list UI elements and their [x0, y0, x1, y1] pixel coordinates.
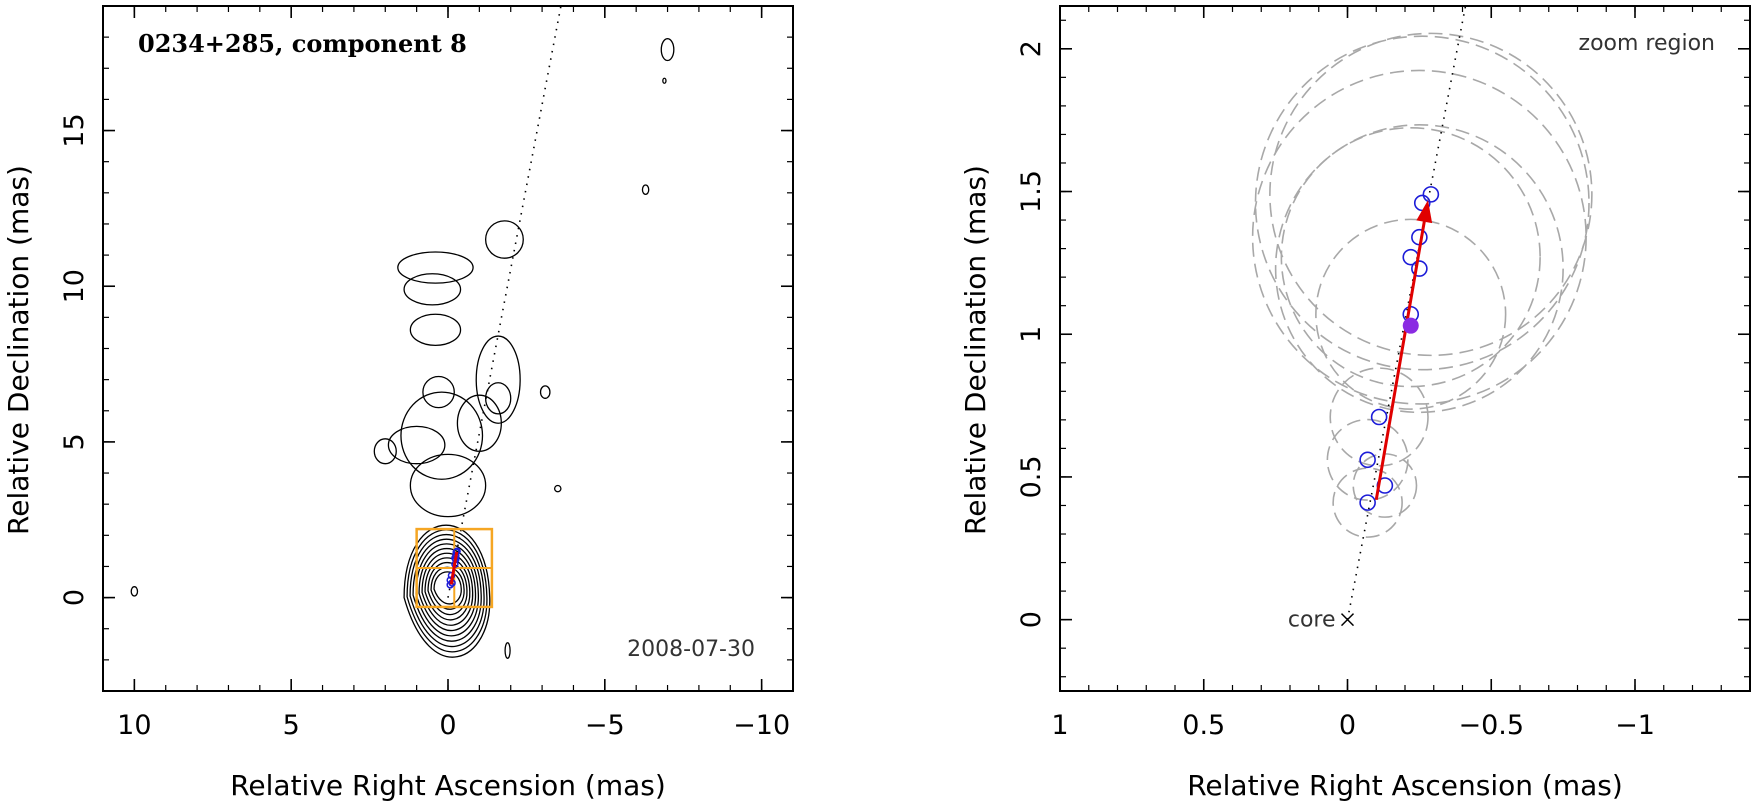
fitted-size-circle	[1274, 124, 1564, 414]
right-plot-frame	[1059, 5, 1751, 692]
right-tick-labels: 1 0.5 0 −0.5 −1 0 0.5 1 1.5 2	[1016, 40, 1655, 741]
left-y-axis-title: Relative Declination (mas)	[2, 165, 35, 535]
left-velocity-vector	[449, 551, 459, 585]
component-position-marker	[1422, 186, 1440, 203]
right-jet-axis-line	[1346, 6, 1467, 620]
contour-blob	[387, 425, 446, 465]
x-tick-label: 10	[117, 710, 151, 741]
contour-level	[418, 547, 477, 632]
contour-blob	[130, 586, 139, 597]
contour-blob	[641, 184, 650, 196]
x-tick-label: 0.5	[1182, 710, 1225, 741]
core-label: core	[1288, 608, 1336, 633]
contour-blob	[660, 38, 675, 62]
fitted-size-circle	[1251, 69, 1587, 405]
left-plot-frame	[102, 5, 794, 692]
contour-blob	[553, 484, 562, 493]
contour-level	[433, 571, 462, 605]
contour-level	[415, 543, 479, 637]
contour-blob	[409, 453, 487, 518]
fitted-size-circle	[1315, 218, 1507, 410]
contour-level	[409, 533, 485, 648]
intensity-contours	[130, 38, 675, 659]
fitted-size-circle	[1254, 35, 1590, 371]
contour-blob	[403, 273, 462, 306]
y-tick-label: 15	[59, 113, 90, 147]
x-tick-label: −0.5	[1458, 710, 1524, 741]
y-tick-label: 2	[1016, 40, 1047, 57]
right-panel: 1 0.5 0 −0.5 −1 0 0.5 1 1.5 2 zoom region core Re…	[959, 5, 1751, 802]
y-tick-label: 1	[1016, 326, 1047, 343]
contour-level	[406, 529, 488, 653]
core-cross-stroke	[1340, 613, 1355, 627]
x-tick-label: 0	[1339, 710, 1356, 741]
zoom-region-label: zoom region	[1579, 31, 1715, 56]
x-tick-label: 1	[1051, 710, 1068, 741]
panel-title: 0234+285, component 8	[138, 29, 467, 58]
x-tick-label: 0	[439, 710, 456, 741]
contour-level	[403, 524, 491, 658]
fitted-size-circle	[1280, 126, 1541, 388]
contour-blob	[397, 251, 474, 284]
velocity-arrow-head	[1416, 200, 1433, 224]
contour-level	[424, 557, 471, 621]
core-marker	[1340, 613, 1355, 627]
x-tick-label: −10	[733, 710, 790, 741]
contour-blob	[475, 335, 521, 424]
contour-level	[421, 552, 474, 626]
contour-blob	[504, 642, 511, 659]
y-tick-label: 1.5	[1016, 170, 1047, 213]
component-position-marker	[1359, 494, 1376, 511]
contour-blob	[484, 220, 524, 259]
contour-blob	[662, 77, 667, 84]
left-tick-labels: 10 5 0 −5 −10 0 5 10 15	[59, 113, 790, 741]
right-x-axis-title: Relative Right Ascension (mas)	[1187, 769, 1623, 802]
x-tick-label: −1	[1615, 710, 1655, 741]
left-panel: 10 5 0 −5 −10 0 5 10 15 0234+285, component 8 20…	[2, 5, 794, 802]
component-position-marker	[1370, 408, 1388, 426]
x-tick-label: 5	[283, 710, 300, 741]
right-axis-ticks	[1059, 6, 1750, 691]
right-y-axis-title: Relative Declination (mas)	[959, 165, 992, 535]
right-velocity-vector	[1374, 221, 1426, 501]
contour-blob	[373, 438, 397, 465]
fitted-component-size-circles	[1251, 32, 1593, 538]
x-tick-label: −5	[585, 710, 625, 741]
contour-blob	[400, 391, 484, 480]
contour-level	[412, 538, 482, 642]
y-tick-label: 0	[59, 589, 90, 606]
fitted-size-circle	[1269, 32, 1593, 357]
y-tick-label: 0	[1016, 611, 1047, 628]
left-x-axis-title: Relative Right Ascension (mas)	[230, 769, 666, 802]
fitted-size-circle	[1326, 418, 1409, 501]
y-tick-label: 10	[59, 269, 90, 303]
contour-blob	[422, 375, 455, 409]
y-tick-label: 5	[59, 433, 90, 450]
contour-blob	[539, 385, 551, 399]
left-jet-axis-line	[447, 6, 562, 598]
contour-level	[430, 566, 465, 610]
observation-date: 2008-07-30	[627, 637, 755, 662]
y-tick-label: 0.5	[1016, 455, 1047, 498]
contour-blob	[409, 313, 462, 347]
component-position-marker	[1359, 451, 1376, 469]
fitted-size-circle	[1329, 367, 1429, 467]
highlighted-position-marker	[1402, 317, 1419, 334]
component-position-marker	[1411, 260, 1428, 277]
left-axis-ticks	[102, 5, 794, 692]
fitted-size-circle	[1332, 467, 1403, 538]
